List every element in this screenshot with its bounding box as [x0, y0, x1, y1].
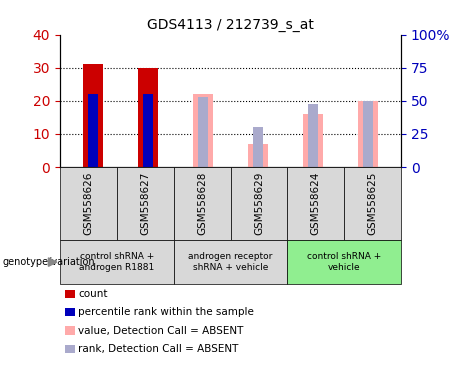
Text: control shRNA +
androgen R1881: control shRNA + androgen R1881	[79, 252, 154, 272]
Text: value, Detection Call = ABSENT: value, Detection Call = ABSENT	[78, 326, 244, 336]
Text: GSM558624: GSM558624	[311, 172, 321, 235]
Title: GDS4113 / 212739_s_at: GDS4113 / 212739_s_at	[147, 18, 314, 32]
Bar	[143, 94, 153, 167]
Bar	[88, 94, 98, 167]
Text: GSM558626: GSM558626	[83, 172, 94, 235]
Bar	[359, 101, 378, 167]
Text: GSM558629: GSM558629	[254, 172, 264, 235]
Bar	[138, 68, 158, 167]
Bar	[253, 127, 263, 167]
Bar	[193, 94, 213, 167]
Text: control shRNA +
vehicle: control shRNA + vehicle	[307, 252, 381, 272]
Text: GSM558625: GSM558625	[367, 172, 378, 235]
Text: rank, Detection Call = ABSENT: rank, Detection Call = ABSENT	[78, 344, 239, 354]
Bar	[363, 101, 373, 167]
Text: count: count	[78, 289, 108, 299]
Text: GSM558628: GSM558628	[197, 172, 207, 235]
Text: percentile rank within the sample: percentile rank within the sample	[78, 307, 254, 317]
Text: genotype/variation: genotype/variation	[2, 257, 95, 267]
Bar	[303, 114, 323, 167]
Bar	[83, 65, 103, 167]
Text: androgen receptor
shRNA + vehicle: androgen receptor shRNA + vehicle	[188, 252, 273, 272]
Bar	[248, 144, 268, 167]
Bar	[198, 98, 208, 167]
Text: GSM558627: GSM558627	[140, 172, 150, 235]
Bar	[308, 104, 318, 167]
